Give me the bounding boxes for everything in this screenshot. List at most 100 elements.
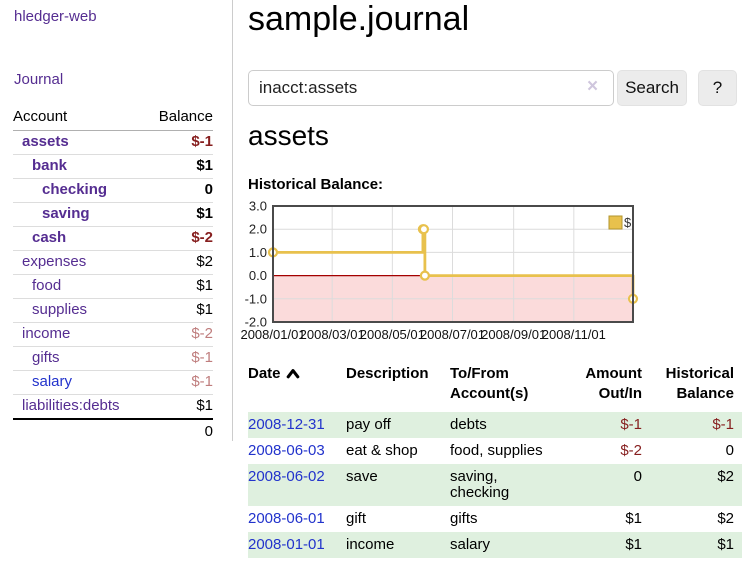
- svg-text:-1.0: -1.0: [245, 291, 267, 306]
- account-link[interactable]: assets: [22, 133, 69, 150]
- account-link[interactable]: food: [32, 277, 62, 294]
- account-row: bank $1: [13, 154, 213, 179]
- account-balance: $-2: [145, 322, 213, 347]
- transaction-date-link[interactable]: 2008-01-01: [248, 536, 325, 553]
- svg-text:2008/03/01: 2008/03/01: [300, 327, 365, 342]
- transaction-description: save: [346, 468, 378, 485]
- account-balance: 0: [145, 178, 213, 203]
- transaction-date-link[interactable]: 2008-06-02: [248, 468, 325, 485]
- account-balance: $1: [145, 394, 213, 420]
- page-title: sample.journal: [248, 0, 470, 38]
- account-balance: $1: [145, 202, 213, 227]
- balance-column-header-register: Historical Balance: [665, 365, 734, 402]
- account-balance: $1: [145, 154, 213, 179]
- transaction-balance: $2: [717, 468, 734, 485]
- register-table: Date Description To/From Account(s) Amou…: [248, 362, 742, 558]
- search-help-button[interactable]: ?: [698, 70, 737, 106]
- transaction-amount: 0: [633, 468, 642, 485]
- svg-text:2008/05/01: 2008/05/01: [360, 327, 425, 342]
- transaction-amount: $-1: [620, 416, 642, 433]
- account-balance: $-1: [145, 346, 213, 371]
- svg-text:2008/01/01: 2008/01/01: [240, 327, 305, 342]
- account-link[interactable]: saving: [42, 205, 90, 222]
- transaction-row: 2008-12-31 pay off debts $-1 $-1: [248, 412, 742, 438]
- transaction-date-link[interactable]: 2008-12-31: [248, 416, 325, 433]
- search-input[interactable]: [248, 70, 614, 106]
- account-tree-table: Account Balance assets $-1 bank $1 check…: [13, 104, 213, 444]
- clear-search-icon[interactable]: ×: [587, 76, 599, 97]
- transaction-description: eat & shop: [346, 442, 418, 459]
- account-row: assets $-1: [13, 130, 213, 155]
- account-link[interactable]: liabilities:debts: [22, 397, 120, 414]
- account-balance: $-1: [145, 370, 213, 395]
- account-link[interactable]: gifts: [32, 349, 60, 366]
- transaction-balance: $-1: [712, 416, 734, 433]
- transaction-description: gift: [346, 510, 367, 527]
- account-row: liabilities:debts $1: [13, 394, 213, 420]
- transaction-balance: $2: [717, 510, 734, 527]
- search-form: × Search ?: [248, 70, 742, 106]
- transaction-row: 2008-01-01 income salary $1 $1: [248, 532, 742, 558]
- transaction-description: income: [346, 536, 395, 553]
- register-section: Date Description To/From Account(s) Amou…: [248, 362, 742, 558]
- transaction-row: 2008-06-02 save saving, checking 0 $2: [248, 464, 742, 506]
- svg-text:2008/07/01: 2008/07/01: [420, 327, 485, 342]
- svg-text:3.0: 3.0: [249, 199, 267, 214]
- account-link[interactable]: cash: [32, 229, 67, 246]
- transaction-amount: $1: [625, 510, 642, 527]
- account-balance: $1: [145, 298, 213, 323]
- account-tree-header-row: Account Balance: [13, 104, 213, 131]
- svg-text:2.0: 2.0: [249, 222, 267, 237]
- account-row: supplies $1: [13, 298, 213, 323]
- account-row: expenses $2: [13, 250, 213, 275]
- transaction-balance: 0: [725, 442, 734, 459]
- account-link[interactable]: checking: [42, 181, 108, 198]
- account-heading: assets: [248, 120, 329, 151]
- transaction-amount: $1: [625, 536, 642, 553]
- transaction-accounts: gifts: [450, 510, 478, 527]
- amount-column-header: Amount Out/In: [585, 365, 642, 402]
- account-column-header: Account: [13, 104, 146, 131]
- register-header-row: Date Description To/From Account(s) Amou…: [248, 362, 742, 412]
- account-balance: $2: [145, 250, 213, 275]
- account-tree-body: assets $-1 bank $1 checking 0 saving $1 …: [13, 130, 213, 420]
- account-row: checking 0: [13, 178, 213, 203]
- svg-text:2008/09/01: 2008/09/01: [481, 327, 546, 342]
- account-balance: $-2: [145, 226, 213, 251]
- chart-title: Historical Balance:: [248, 176, 384, 193]
- search-button[interactable]: Search: [617, 70, 687, 106]
- account-row: income $-2: [13, 322, 213, 347]
- account-link[interactable]: bank: [32, 157, 68, 174]
- transaction-date-link[interactable]: 2008-06-01: [248, 510, 325, 527]
- account-balance: $-1: [145, 130, 213, 155]
- account-link[interactable]: income: [22, 325, 71, 342]
- account-link[interactable]: salary: [32, 373, 73, 390]
- transaction-accounts: saving, checking: [450, 468, 510, 501]
- account-row: food $1: [13, 274, 213, 299]
- description-column-header: Description: [346, 365, 429, 382]
- account-balance: $1: [145, 274, 213, 299]
- account-row: saving $1: [13, 202, 213, 227]
- account-tree-total-balance: 0: [145, 418, 213, 444]
- account-column-header-register: To/From Account(s): [450, 365, 529, 402]
- svg-text:-2.0: -2.0: [245, 315, 267, 330]
- main-content: sample.journal × Search ? assets Histori…: [240, 0, 742, 582]
- account-link[interactable]: expenses: [22, 253, 87, 270]
- chart-legend-label: $: [624, 215, 632, 230]
- date-column-header[interactable]: Date: [248, 362, 346, 412]
- sidebar-item-journal[interactable]: Journal: [14, 71, 64, 88]
- transaction-description: pay off: [346, 416, 391, 433]
- account-link[interactable]: supplies: [32, 301, 88, 318]
- total-label-spacer: [13, 418, 146, 444]
- transaction-accounts: food, supplies: [450, 442, 543, 459]
- transaction-accounts: debts: [450, 416, 487, 433]
- transaction-date-link[interactable]: 2008-06-03: [248, 442, 325, 459]
- historical-balance-chart[interactable]: 3.0 2.0 1.0 0.0 -1.0 -2.0 2008/01/01 2008/03/01…: [240, 199, 648, 348]
- svg-text:2008/11/01: 2008/11/01: [542, 327, 606, 342]
- transaction-balance: $1: [717, 536, 734, 553]
- account-row: salary $-1: [13, 370, 213, 395]
- account-row: gifts $-1: [13, 346, 213, 371]
- transaction-row: 2008-06-03 eat & shop food, supplies $-2…: [248, 438, 742, 464]
- account-tree-total-row: 0: [13, 418, 213, 444]
- app-brand-link[interactable]: hledger-web: [14, 8, 97, 25]
